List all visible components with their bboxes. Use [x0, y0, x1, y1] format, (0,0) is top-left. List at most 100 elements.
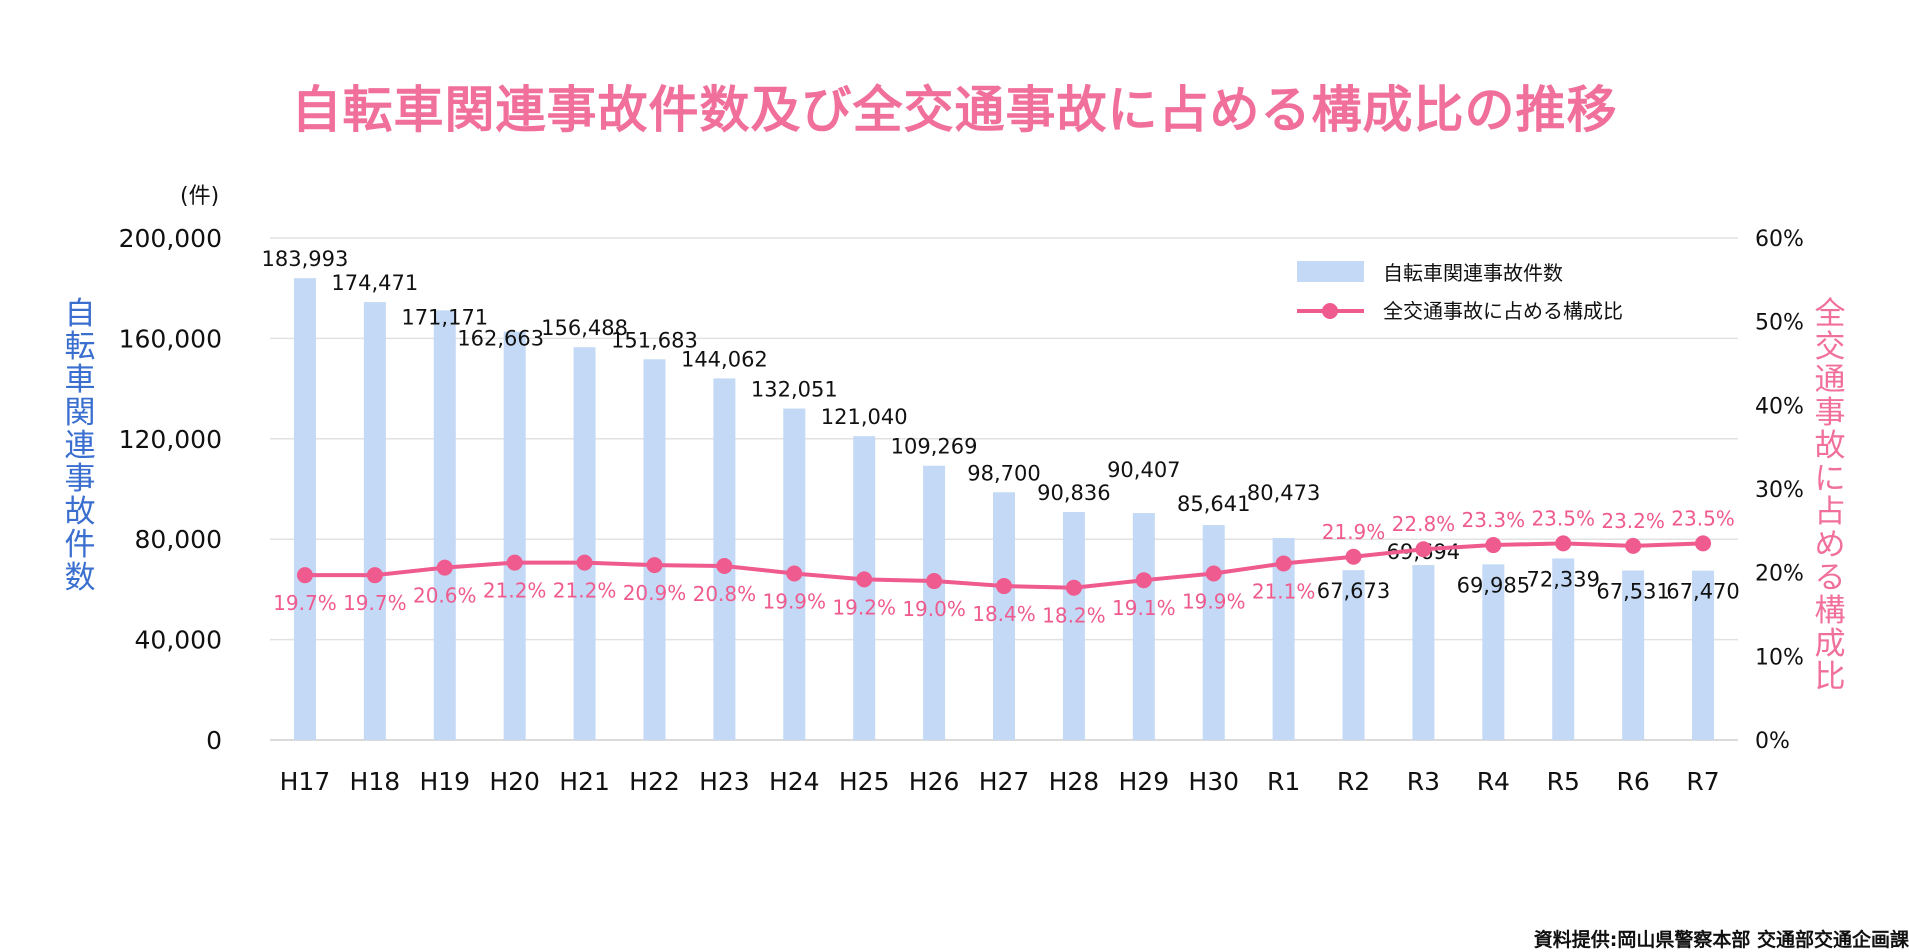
ratio-value-label: 19.0% [902, 597, 966, 621]
bar-r1 [1272, 538, 1295, 740]
ratio-value-label: 19.9% [1182, 590, 1246, 614]
ratio-point [1205, 565, 1222, 582]
ratio-value-label: 20.9% [623, 581, 687, 605]
ratio-point [716, 557, 733, 574]
ratio-value-label: 20.8% [693, 582, 757, 606]
ratio-point [1625, 537, 1642, 554]
ratio-point [926, 573, 943, 590]
bar-value-label: 144,062 [681, 347, 768, 371]
y-tick-label: 0 [206, 726, 222, 755]
ratio-point [1135, 572, 1152, 589]
bar-value-label: 72,339 [1526, 567, 1599, 591]
bar-h18 [363, 302, 386, 740]
bar-value-label: 67,673 [1317, 579, 1390, 603]
bar-value-label: 156,488 [541, 316, 628, 340]
y-tick-label: 160,000 [119, 324, 222, 353]
ratio-point [786, 565, 803, 582]
bar-r3 [1412, 565, 1435, 740]
ratio-point [436, 559, 453, 576]
y2-tick-label: 30% [1755, 478, 1804, 503]
ratio-point [366, 567, 383, 584]
x-tick-label: H28 [1049, 767, 1100, 796]
x-tick-label: H26 [909, 767, 960, 796]
ratio-value-label: 19.1% [1112, 596, 1176, 620]
bar-value-label: 171,171 [401, 305, 488, 329]
ratio-point [506, 554, 523, 571]
x-tick-label: H27 [979, 767, 1030, 796]
bar-value-label: 162,663 [457, 327, 544, 351]
x-tick-label: R4 [1477, 767, 1510, 796]
ratio-value-label: 23.3% [1462, 508, 1526, 532]
x-tick-label: H30 [1188, 767, 1239, 796]
x-tick-label: R5 [1547, 767, 1580, 796]
x-tick-label: H23 [699, 767, 750, 796]
ratio-value-label: 20.6% [413, 584, 477, 608]
bar-value-label: 121,040 [821, 405, 908, 429]
ratio-point [1695, 535, 1712, 552]
x-tick-label: R6 [1617, 767, 1650, 796]
x-tick-label: H18 [350, 767, 401, 796]
ratio-point [1555, 535, 1572, 552]
bar-value-label: 90,836 [1037, 481, 1110, 505]
legend-bar-label: 自転車関連事故件数 [1383, 261, 1563, 285]
bar-value-label: 67,531 [1596, 579, 1669, 603]
bar-r7 [1692, 570, 1715, 740]
bar-r6 [1622, 570, 1645, 740]
bar-value-label: 183,993 [262, 247, 349, 271]
ratio-value-label: 23.5% [1531, 506, 1595, 530]
chart-title: 自転車関連事故件数及び全交通事故に占める構成比の推移 [291, 81, 1618, 139]
x-tick-label: H25 [839, 767, 890, 796]
ratio-point [1485, 537, 1502, 554]
ratio-point [576, 554, 593, 571]
ratio-point [1415, 541, 1432, 558]
y2-tick-label: 20% [1755, 562, 1804, 587]
source-note: 資料提供:岡山県警察本部 交通部交通企画課 [1533, 929, 1909, 951]
bar-h22 [643, 359, 666, 740]
bar-value-label: 151,683 [611, 328, 698, 352]
x-tick-label: R7 [1686, 767, 1719, 796]
x-tick-label: R3 [1407, 767, 1440, 796]
y-tick-label: 40,000 [135, 626, 222, 655]
ratio-value-label: 22.8% [1392, 512, 1456, 536]
ratio-value-label: 21.2% [483, 579, 547, 603]
x-tick-label: H17 [280, 767, 331, 796]
y2-tick-label: 0% [1755, 729, 1790, 754]
bar-value-label: 90,407 [1107, 458, 1180, 482]
bar-h17 [293, 278, 316, 740]
y2-tick-label: 40% [1755, 394, 1804, 419]
bar-h20 [503, 331, 526, 740]
y-tick-label: 120,000 [119, 425, 222, 454]
bar-value-label: 98,700 [967, 461, 1040, 485]
bar-h26 [923, 465, 946, 740]
bar-h27 [993, 492, 1015, 740]
x-tick-label: H22 [629, 767, 680, 796]
y-tick-label: 80,000 [135, 525, 222, 554]
ratio-value-label: 23.2% [1601, 509, 1665, 533]
legend-bar-swatch [1297, 261, 1364, 282]
ratio-value-label: 19.7% [273, 591, 337, 615]
ratio-value-label: 19.7% [343, 591, 407, 615]
y-axis-unit: (件) [180, 184, 220, 209]
ratio-point [996, 578, 1012, 595]
y2-tick-label: 60% [1755, 227, 1804, 252]
bar-value-label: 85,641 [1177, 492, 1250, 516]
y-axis-label: 自転車関連事故件数 [64, 296, 96, 596]
y2-tick-label: 50% [1755, 311, 1804, 336]
bar-r5 [1552, 558, 1575, 740]
bar-value-label: 132,051 [751, 378, 838, 402]
bar-h28 [1062, 512, 1085, 740]
bar-value-label: 174,471 [331, 271, 418, 295]
ratio-value-label: 21.2% [553, 579, 617, 603]
y-tick-label: 200,000 [119, 224, 222, 253]
ratio-value-label: 19.2% [832, 595, 896, 619]
y2-tick-label: 10% [1755, 645, 1804, 670]
ratio-point [1275, 555, 1292, 572]
ratio-value-label: 19.9% [763, 590, 827, 614]
x-tick-label: H24 [769, 767, 820, 796]
ratio-value-label: 18.4% [972, 602, 1036, 626]
ratio-point [646, 557, 663, 574]
x-tick-label: H20 [489, 767, 540, 796]
x-tick-label: H19 [419, 767, 470, 796]
ratio-value-label: 18.2% [1042, 604, 1106, 628]
